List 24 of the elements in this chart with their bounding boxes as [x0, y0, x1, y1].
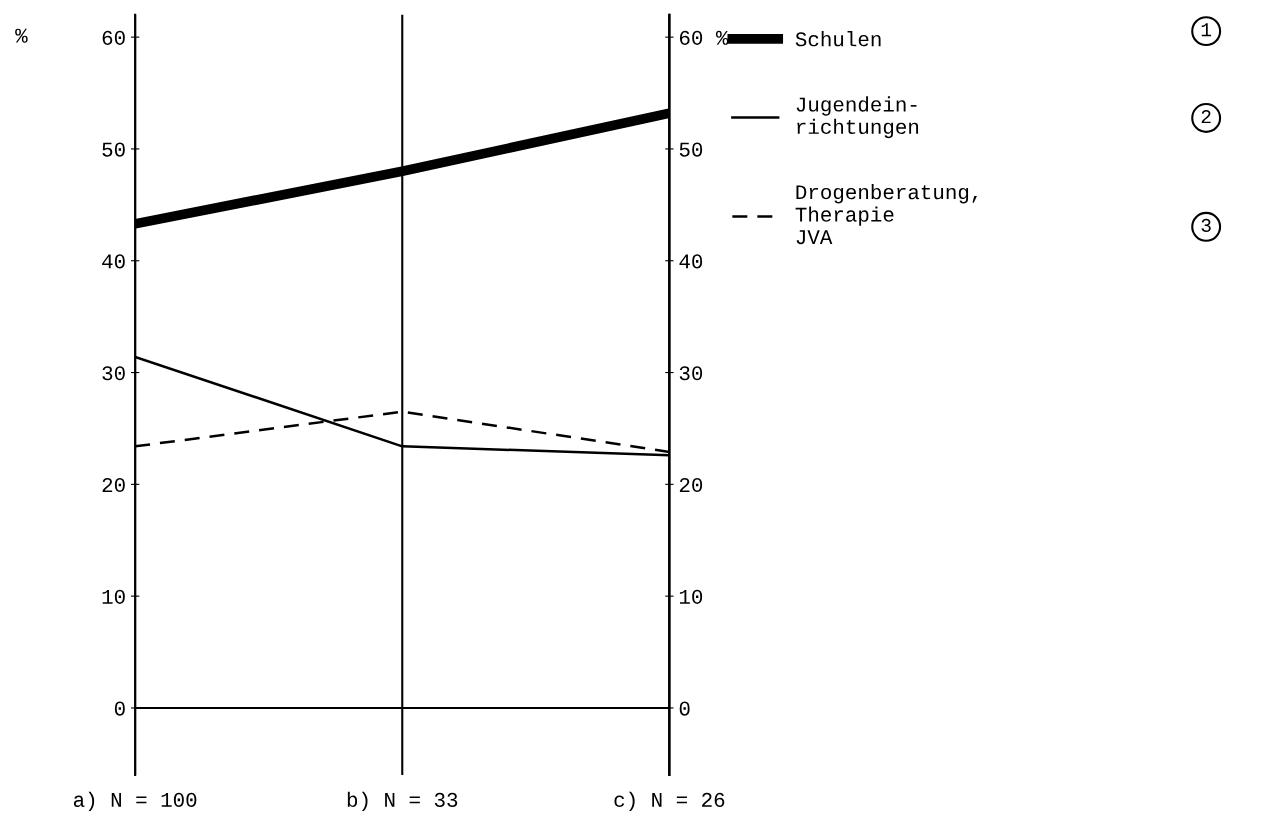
y-tick-label: 0 — [114, 701, 125, 716]
text: 2 — [1201, 110, 1211, 124]
y2-tick-label: 40 — [679, 254, 703, 269]
x-tick-label: a) N = 100 — [73, 791, 197, 812]
legend-label: Drogenberatung, Therapie JVA — [795, 184, 977, 245]
y2-tick-label: 60 % — [679, 30, 729, 45]
y2-tick-label: 0 — [679, 701, 690, 716]
y-tick-label: 40 — [102, 254, 125, 269]
x-tick-label: b) N = 33 — [347, 791, 458, 812]
y2-tick-label: 50 — [679, 142, 703, 157]
y2-tick-label: 30 — [679, 366, 703, 381]
text: 3 — [1201, 218, 1211, 233]
y-tick-label: 20 — [102, 477, 125, 493]
y2-tick-label: 10 — [679, 589, 703, 604]
legend-label: Schulen — [795, 31, 881, 47]
y-tick-label: 10 — [102, 589, 125, 604]
y-tick-label: 30 — [102, 366, 125, 381]
y-tick-label: 60 — [102, 30, 125, 45]
text: 1 — [1201, 23, 1212, 37]
y-axis-title: % — [15, 28, 28, 43]
x-tick-label: c) N = 26 — [614, 791, 725, 812]
y2-tick-label: 20 — [679, 477, 703, 493]
legend-label: Jugendein- richtungen — [796, 96, 919, 139]
y-tick-label: 50 — [102, 142, 125, 157]
